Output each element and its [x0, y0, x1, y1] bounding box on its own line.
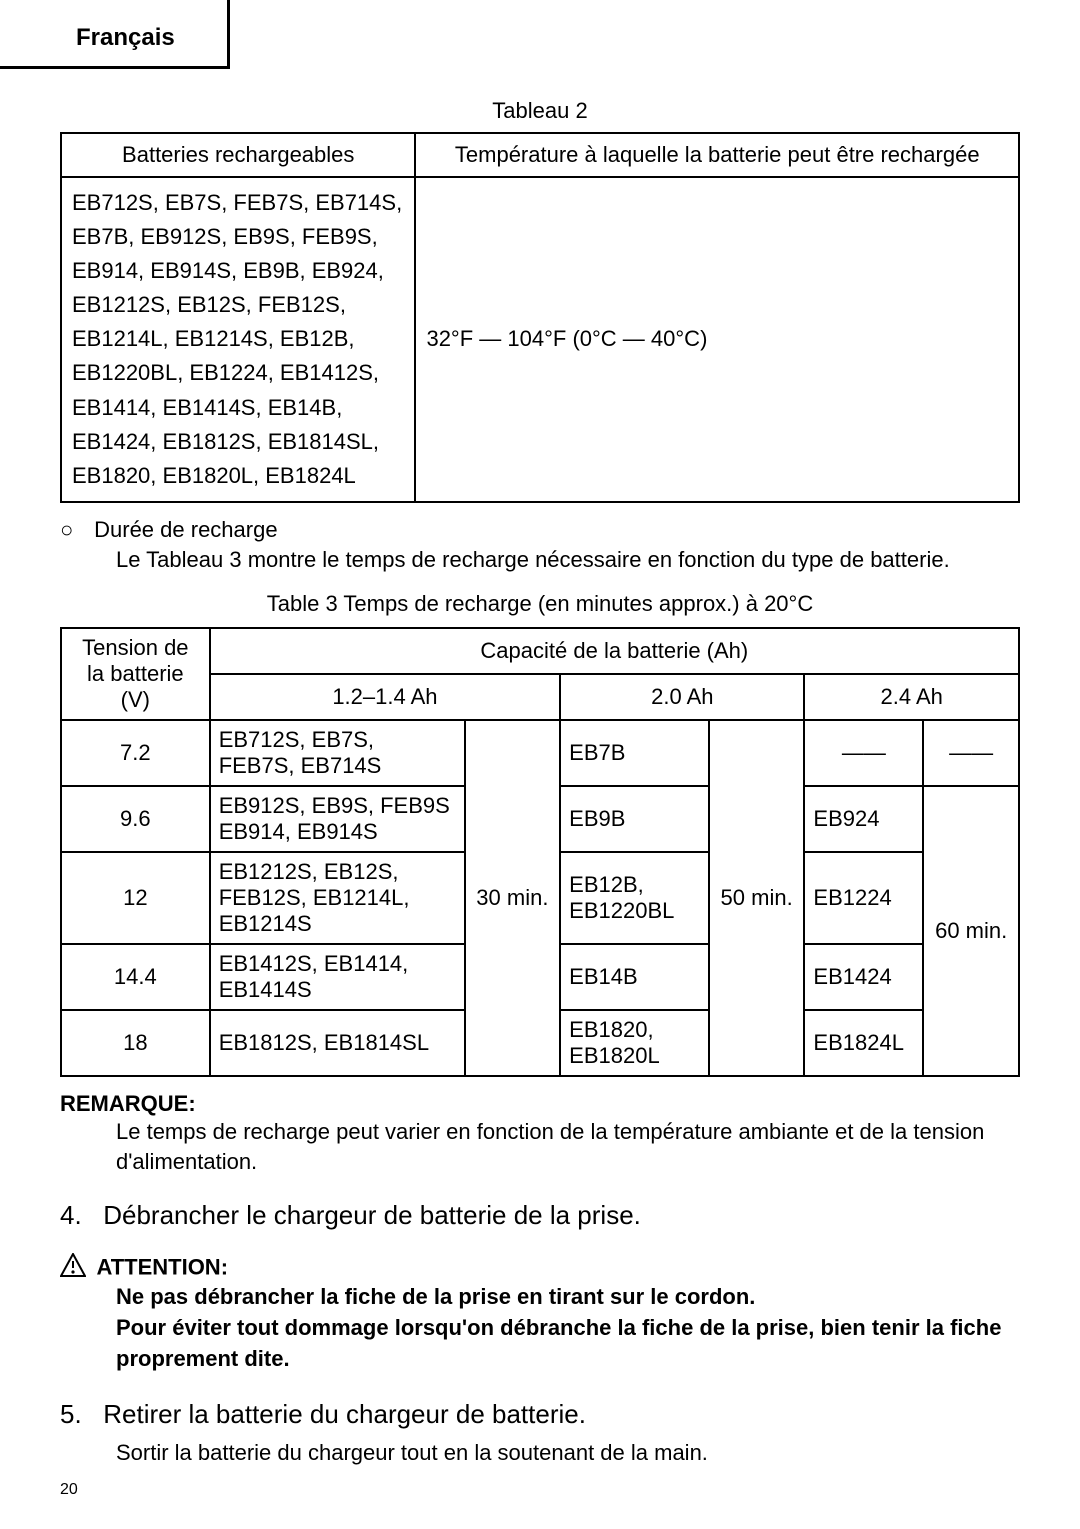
table3-time-60: 60 min. — [923, 786, 1019, 1076]
table3-c3-3: EB1424 — [804, 944, 923, 1010]
table3-c2-0: EB7B — [560, 720, 709, 786]
step-5-num: 5. — [60, 1399, 96, 1430]
table2-header-left: Batteries rechargeables — [61, 133, 415, 177]
table3-c3-1: EB924 — [804, 786, 923, 852]
duration-heading: ○ Durée de recharge — [60, 517, 1020, 543]
step-4-num: 4. — [60, 1200, 96, 1231]
table3-c3-4: EB1824L — [804, 1010, 923, 1076]
table3-c1-1: EB912S, EB9S, FEB9S EB914, EB914S — [210, 786, 465, 852]
bullet-circle-icon: ○ — [60, 517, 88, 543]
table3-dash-24-first: —— — [923, 720, 1019, 786]
table3-v-4: 18 — [61, 1010, 210, 1076]
table2-batteries-cell: EB712S, EB7S, FEB7S, EB714S, EB7B, EB912… — [61, 177, 415, 502]
table3: Tension de la batterie (V) Capacité de l… — [60, 627, 1020, 1077]
remarque-body: Le temps de recharge peut varier en fonc… — [116, 1117, 1020, 1176]
duration-desc: Le Tableau 3 montre le temps de recharge… — [116, 547, 1020, 573]
table3-cap-24: 2.4 Ah — [804, 674, 1019, 720]
table3-header-voltage-l1: Tension de — [82, 635, 188, 660]
table3-c2-1: EB9B — [560, 786, 709, 852]
page-content: Tableau 2 Batteries rechargeables Tempér… — [60, 90, 1020, 1466]
warning-icon — [60, 1253, 86, 1282]
table3-v-0: 7.2 — [61, 720, 210, 786]
table3-c1-3: EB1412S, EB1414, EB1414S — [210, 944, 465, 1010]
attention-line2: Pour éviter tout dommage lorsqu'on débra… — [116, 1313, 1020, 1375]
page-number: 20 — [60, 1481, 78, 1499]
table3-c1-2: EB1212S, EB12S, FEB12S, EB1214L, EB1214S — [210, 852, 465, 944]
step-4-text: Débrancher le chargeur de batterie de la… — [103, 1200, 641, 1230]
table3-cap-12-14: 1.2–1.4 Ah — [210, 674, 560, 720]
table3-v-3: 14.4 — [61, 944, 210, 1010]
language-header: Français — [0, 0, 230, 69]
attention-label: ATTENTION: — [96, 1255, 228, 1280]
step-5-text: Retirer la batterie du chargeur de batte… — [103, 1399, 586, 1429]
table3-header-voltage: Tension de la batterie (V) — [61, 628, 210, 720]
step-5: 5. Retirer la batterie du chargeur de ba… — [60, 1399, 1020, 1430]
table2-header-right: Température à laquelle la batterie peut … — [415, 133, 1019, 177]
table3-v-2: 12 — [61, 852, 210, 944]
table3-c2-4: EB1820, EB1820L — [560, 1010, 709, 1076]
table3-header-capacity: Capacité de la batterie (Ah) — [210, 628, 1019, 674]
table3-cap-20: 2.0 Ah — [560, 674, 804, 720]
table3-c2-2: EB12B, EB1220BL — [560, 852, 709, 944]
table2-caption: Tableau 2 — [60, 98, 1020, 124]
attention-heading: ATTENTION: — [60, 1253, 1020, 1282]
table3-c3-2: EB1224 — [804, 852, 923, 944]
table3-caption: Table 3 Temps de recharge (en minutes ap… — [60, 591, 1020, 617]
table3-c1-0: EB712S, EB7S, FEB7S, EB714S — [210, 720, 465, 786]
table3-v-1: 9.6 — [61, 786, 210, 852]
table3-c2-3: EB14B — [560, 944, 709, 1010]
table3-header-voltage-l2: la batterie (V) — [87, 661, 184, 712]
step-5-sub: Sortir la batterie du chargeur tout en l… — [116, 1440, 1020, 1466]
table3-time-30: 30 min. — [465, 720, 561, 1076]
attention-line1: Ne pas débrancher la fiche de la prise e… — [116, 1282, 1020, 1313]
table3-c1-4: EB1812S, EB1814SL — [210, 1010, 465, 1076]
table2-temp-cell: 32°F — 104°F (0°C — 40°C) — [415, 177, 1019, 502]
remarque-label: REMARQUE: — [60, 1091, 1020, 1117]
table3-c3-0: —— — [804, 720, 923, 786]
table2: Batteries rechargeables Température à la… — [60, 132, 1020, 503]
duration-title: Durée de recharge — [94, 517, 277, 542]
step-4: 4. Débrancher le chargeur de batterie de… — [60, 1200, 1020, 1231]
table3-time-50: 50 min. — [709, 720, 805, 1076]
